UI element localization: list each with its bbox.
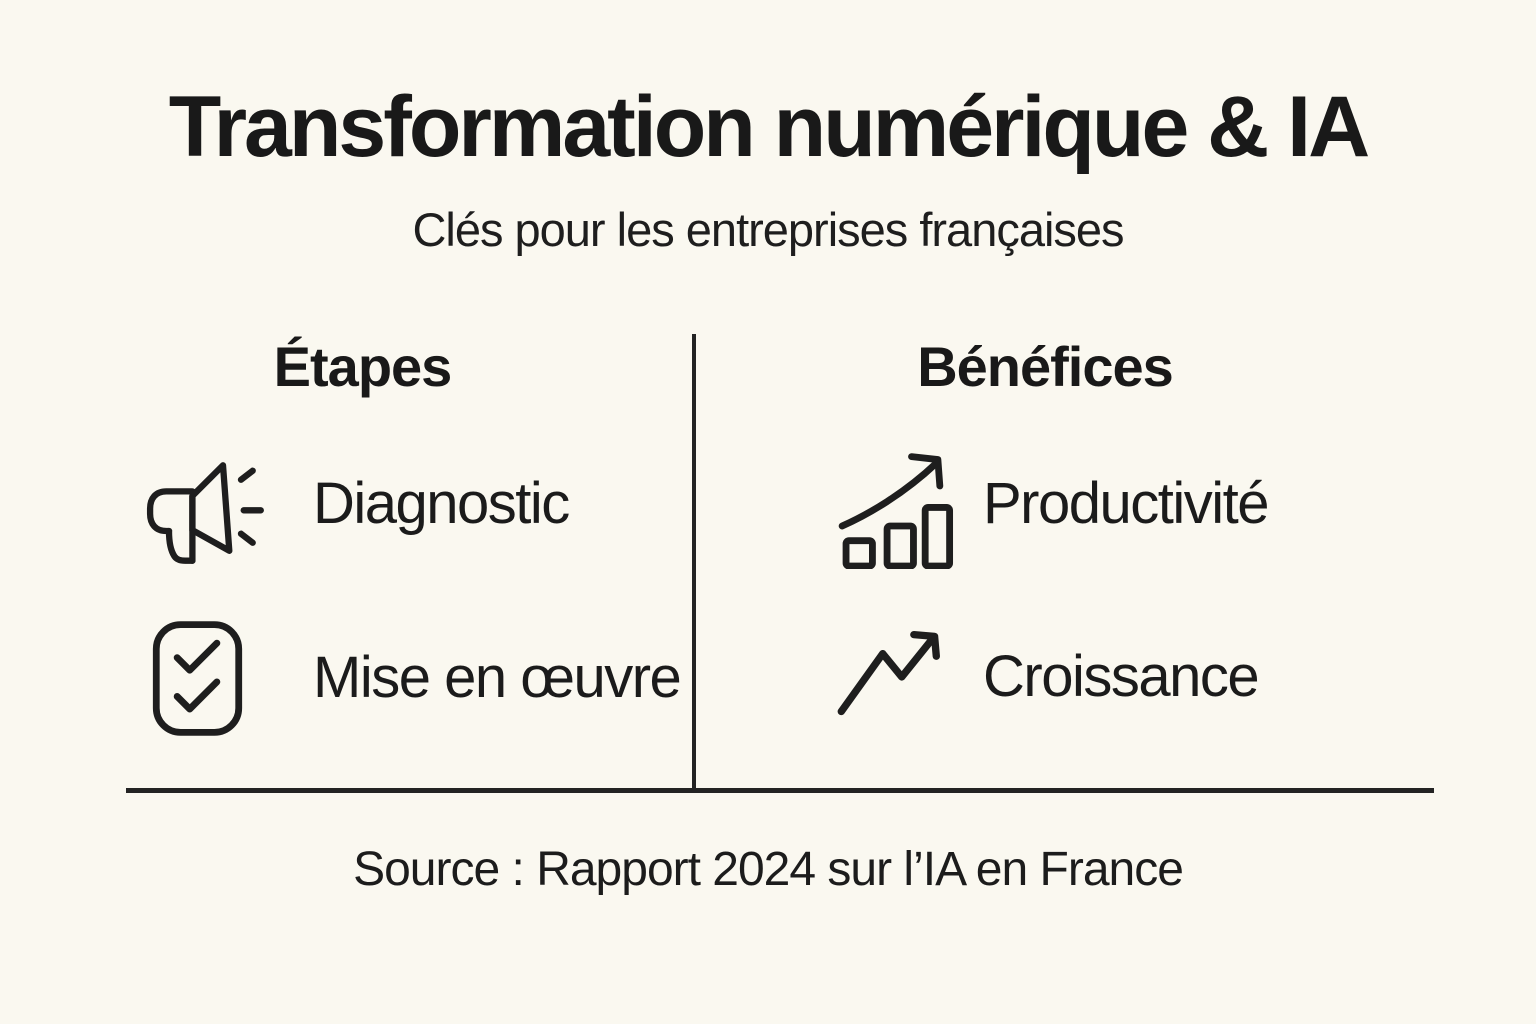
checklist-icon (149, 616, 246, 741)
column-divider-line (692, 334, 696, 790)
source-note: Source : Rapport 2024 sur l’IA en France (353, 843, 1184, 896)
item-label-productivite: Productivité (983, 471, 1270, 536)
bar-chart-growth-icon (827, 442, 954, 569)
column-header-benefices: Bénéfices (917, 335, 1174, 398)
item-label-croissance: Croissance (983, 644, 1260, 709)
item-label-mise-en-oeuvre: Mise en œuvre (313, 645, 682, 710)
page-title: Transformation numérique & IA (168, 79, 1370, 175)
page-subtitle: Clés pour les entreprises françaises (412, 203, 1124, 256)
column-header-etapes: Étapes (273, 335, 453, 398)
item-label-diagnostic: Diagnostic (313, 471, 570, 536)
trending-up-icon (825, 626, 950, 721)
footer-divider-line (126, 788, 1434, 793)
megaphone-icon (133, 443, 268, 565)
